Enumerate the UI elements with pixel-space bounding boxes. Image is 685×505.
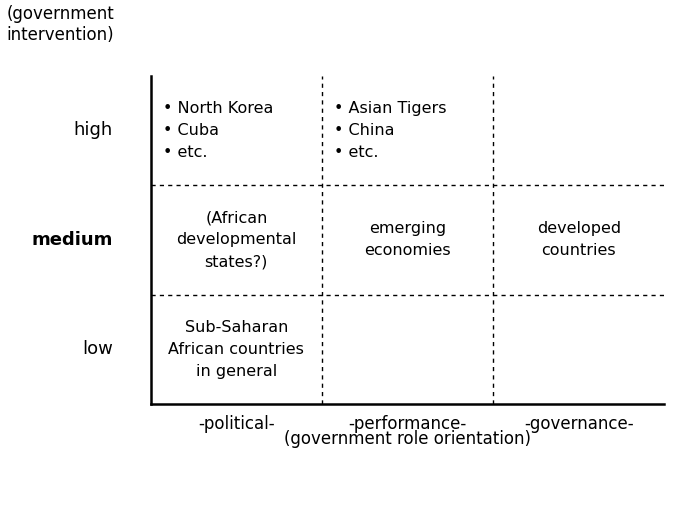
- Text: -political-: -political-: [198, 415, 275, 433]
- Text: (government role orientation): (government role orientation): [284, 430, 531, 448]
- Text: (African
developmental
states?): (African developmental states?): [176, 210, 297, 270]
- Text: -performance-: -performance-: [349, 415, 466, 433]
- Text: -governance-: -governance-: [524, 415, 634, 433]
- Text: (government
intervention): (government intervention): [7, 5, 114, 44]
- Text: low: low: [82, 340, 113, 358]
- Text: emerging
economies: emerging economies: [364, 221, 451, 259]
- Text: • North Korea
• Cuba
• etc.: • North Korea • Cuba • etc.: [163, 101, 273, 160]
- Text: Sub-Saharan
African countries
in general: Sub-Saharan African countries in general: [169, 320, 304, 379]
- Text: high: high: [74, 122, 113, 139]
- Text: • Asian Tigers
• China
• etc.: • Asian Tigers • China • etc.: [334, 101, 447, 160]
- Text: medium: medium: [32, 231, 113, 249]
- Text: developed
countries: developed countries: [537, 221, 621, 259]
